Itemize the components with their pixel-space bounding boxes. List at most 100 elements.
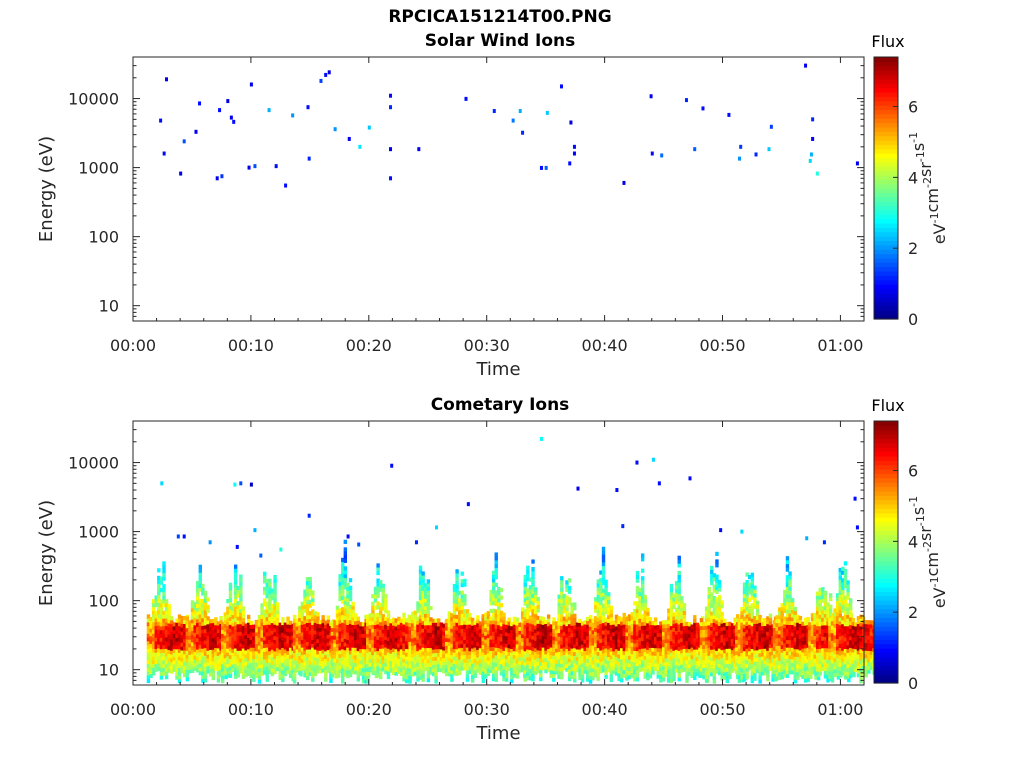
flux-pixel: [437, 625, 441, 631]
flux-pixel: [431, 637, 436, 643]
flux-pixel: [672, 642, 676, 647]
flux-pixel: [236, 616, 240, 621]
flux-pixel: [447, 653, 452, 658]
flux-pixel: [239, 589, 243, 594]
flux-pixel: [648, 643, 653, 648]
flux-pixel: [499, 652, 504, 657]
flux-pixel: [206, 639, 210, 644]
flux-pixel: [411, 622, 415, 628]
flux-pixel: [394, 633, 398, 638]
flux-pixel: [567, 585, 572, 591]
flux-pixel: [397, 643, 401, 648]
flux-pixel: [672, 661, 676, 666]
colorbar-segment: [874, 74, 898, 80]
flux-pixel: [221, 633, 225, 638]
flux-pixel: [185, 623, 190, 629]
flux-pixel: [594, 616, 598, 621]
flux-pixel: [601, 561, 606, 567]
flux-pixel: [659, 632, 663, 637]
flux-pixel: [146, 644, 151, 649]
flux-pixel: [268, 605, 272, 610]
flux-pixel: [226, 640, 230, 645]
flux-pixel: [421, 624, 425, 629]
flux-pixel: [149, 670, 153, 675]
flux-pixel: [201, 648, 205, 653]
flux-pixel: [149, 658, 153, 663]
flux-pixel: [688, 476, 692, 481]
flux-pixel: [638, 626, 642, 631]
flux-pixel: [333, 639, 337, 644]
flux-pixel: [308, 622, 312, 627]
flux-pixel: [520, 618, 525, 623]
flux-pixel: [201, 587, 205, 592]
flux-pixel: [672, 638, 676, 644]
flux-pixel: [586, 635, 590, 640]
flux-pixel: [660, 153, 664, 158]
flux-pixel: [300, 635, 305, 641]
flux-pixel: [478, 621, 483, 626]
flux-pixel: [674, 596, 679, 601]
flux-pixel: [426, 655, 431, 660]
flux-pixel: [619, 621, 624, 626]
flux-pixel: [424, 617, 428, 622]
flux-pixel: [484, 616, 488, 621]
flux-pixel: [638, 633, 642, 638]
flux-pixel: [447, 645, 452, 650]
flux-pixel: [573, 621, 577, 626]
flux-pixel: [434, 622, 438, 627]
flux-pixel: [324, 647, 328, 652]
flux-pixel: [321, 664, 325, 669]
flux-pixel: [324, 628, 328, 633]
flux-pixel: [206, 658, 210, 663]
flux-pixel: [418, 626, 423, 631]
flux-pixel: [397, 658, 401, 663]
flux-pixel: [348, 608, 353, 613]
flux-pixel: [366, 648, 370, 653]
flux-pixel: [533, 659, 538, 664]
flux-pixel: [298, 666, 302, 672]
flux-pixel: [659, 655, 663, 660]
flux-pixel: [283, 668, 288, 673]
flux-pixel: [491, 612, 496, 617]
flux-pixel: [491, 665, 496, 670]
flux-pixel: [177, 637, 182, 642]
flux-pixel: [562, 650, 567, 656]
flux-pixel: [648, 632, 653, 637]
flux-pixel: [167, 645, 171, 651]
flux-pixel: [554, 670, 559, 675]
flux-pixel: [333, 646, 337, 652]
flux-pixel: [442, 634, 446, 640]
flux-pixel: [270, 660, 275, 665]
flux-pixel: [651, 647, 655, 652]
flux-pixel: [198, 625, 203, 630]
flux-pixel: [739, 144, 743, 149]
flux-pixel: [667, 661, 671, 666]
flux-pixel: [484, 627, 488, 632]
flux-pixel: [255, 639, 259, 644]
flux-pixel: [165, 77, 169, 82]
flux-pixel: [545, 110, 549, 115]
flux-pixel: [492, 109, 496, 114]
flux-pixel: [389, 664, 393, 669]
flux-pixel: [404, 659, 409, 665]
flux-pixel: [188, 635, 192, 640]
flux-pixel: [528, 585, 533, 590]
flux-pixel: [381, 644, 385, 649]
flux-pixel: [233, 632, 238, 638]
colorbar-segment: [874, 122, 898, 128]
flux-pixel: [633, 639, 637, 644]
flux-pixel: [177, 618, 182, 623]
flux-pixel: [399, 652, 404, 657]
flux-pixel: [424, 655, 428, 660]
flux-pixel: [669, 667, 674, 672]
flux-pixel: [580, 644, 585, 649]
flux-pixel: [298, 651, 302, 656]
flux-pixel: [528, 607, 533, 613]
flux-pixel: [523, 673, 527, 678]
flux-pixel: [311, 632, 315, 637]
flux-pixel: [270, 618, 275, 624]
flux-pixel: [283, 641, 288, 646]
flux-pixel: [233, 594, 238, 600]
flux-pixel: [614, 652, 619, 657]
flux-pixel: [455, 637, 459, 642]
